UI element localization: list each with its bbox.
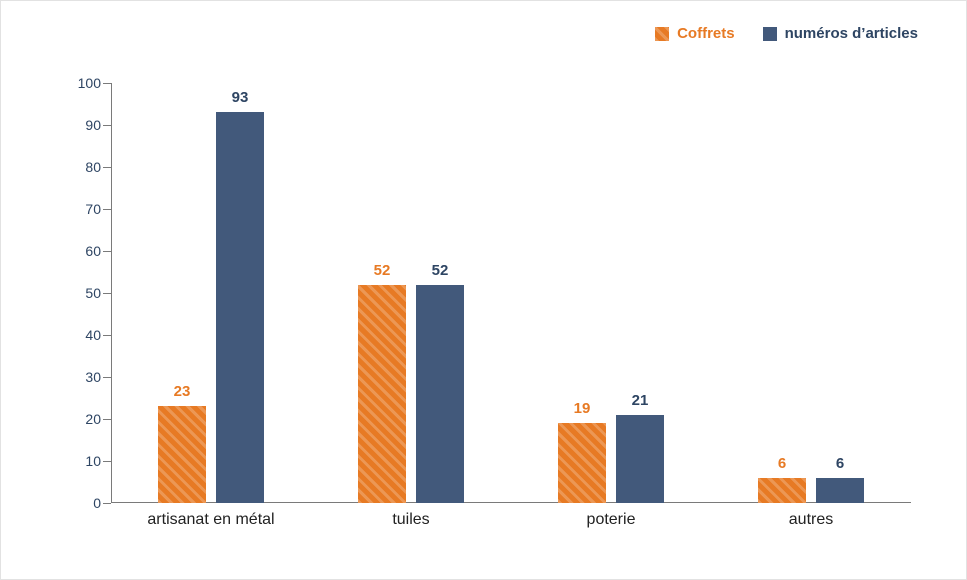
y-tick-label: 80	[61, 159, 101, 175]
value-label-coffrets: 6	[778, 455, 786, 472]
y-tick	[103, 125, 111, 126]
y-tick-label: 30	[61, 369, 101, 385]
y-tick	[103, 461, 111, 462]
y-tick	[103, 83, 111, 84]
y-tick	[103, 167, 111, 168]
bar-coffrets	[558, 423, 606, 503]
bar-articles	[416, 285, 464, 503]
value-label-coffrets: 19	[574, 400, 591, 417]
bar-articles	[616, 415, 664, 503]
y-tick	[103, 419, 111, 420]
value-label-articles: 93	[232, 89, 249, 106]
legend-label-articles: numéros d’articles	[785, 25, 918, 42]
y-tick-label: 70	[61, 201, 101, 217]
value-label-articles: 6	[836, 455, 844, 472]
bar-coffrets	[758, 478, 806, 503]
category-label: poterie	[587, 511, 636, 529]
bar-coffrets	[158, 406, 206, 503]
value-label-articles: 21	[632, 392, 649, 409]
y-tick	[103, 251, 111, 252]
category-label: artisanat en métal	[147, 511, 274, 529]
bar-chart: Coffrets numéros d’articles 010203040506…	[0, 0, 967, 580]
y-tick-label: 50	[61, 285, 101, 301]
y-tick-label: 90	[61, 117, 101, 133]
y-tick	[103, 293, 111, 294]
value-label-coffrets: 52	[374, 262, 391, 279]
plot-area: 0102030405060708090100artisanat en métal…	[111, 83, 911, 503]
y-tick	[103, 335, 111, 336]
y-tick-label: 100	[61, 75, 101, 91]
y-tick-label: 0	[61, 495, 101, 511]
legend-swatch-articles	[763, 27, 777, 41]
category-label: autres	[789, 511, 833, 529]
y-tick-label: 10	[61, 453, 101, 469]
bar-coffrets	[358, 285, 406, 503]
bar-articles	[216, 112, 264, 503]
y-tick	[103, 377, 111, 378]
legend: Coffrets numéros d’articles	[655, 25, 918, 42]
legend-item-coffrets: Coffrets	[655, 25, 735, 42]
category-label: tuiles	[392, 511, 429, 529]
y-tick-label: 40	[61, 327, 101, 343]
y-tick-label: 20	[61, 411, 101, 427]
value-label-coffrets: 23	[174, 383, 191, 400]
y-tick	[103, 503, 111, 504]
bar-articles	[816, 478, 864, 503]
value-label-articles: 52	[432, 262, 449, 279]
legend-label-coffrets: Coffrets	[677, 25, 735, 42]
y-tick-label: 60	[61, 243, 101, 259]
y-tick	[103, 209, 111, 210]
y-axis	[111, 83, 112, 503]
legend-swatch-coffrets	[655, 27, 669, 41]
legend-item-articles: numéros d’articles	[763, 25, 918, 42]
